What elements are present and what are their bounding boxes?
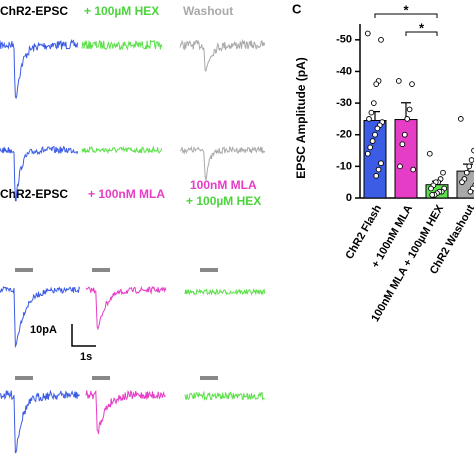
trace (184, 287, 266, 297)
stim-bar (15, 376, 33, 380)
trace (0, 389, 81, 454)
significance-label: * (403, 2, 409, 17)
data-point (367, 144, 374, 151)
label: Washout (183, 4, 233, 18)
data-point (429, 191, 436, 198)
panel-label: C (292, 1, 302, 16)
trace (0, 38, 79, 100)
data-point (457, 116, 464, 122)
data-point (426, 150, 433, 157)
y-tick-label: -40 (336, 65, 352, 77)
data-point (364, 150, 371, 157)
stim-bar (92, 268, 110, 272)
data-point (374, 125, 381, 132)
trace (179, 145, 266, 181)
label: 100nM MLA (190, 178, 257, 192)
label: + 100µM HEX (84, 4, 159, 18)
trace (0, 285, 81, 349)
stim-bar (15, 268, 33, 272)
trace (85, 389, 166, 435)
significance-bracket (405, 31, 438, 36)
data-point (409, 81, 415, 87)
data-point (404, 116, 411, 122)
data-point (372, 131, 378, 138)
data-point (467, 188, 474, 195)
data-point (468, 157, 474, 163)
data-point (428, 185, 434, 192)
data-point (401, 131, 408, 138)
trace (85, 285, 167, 331)
data-point (370, 100, 377, 106)
stim-bar (92, 376, 110, 380)
y-tick-label: -30 (336, 97, 352, 109)
scale-bar (71, 324, 96, 347)
data-point (399, 141, 406, 148)
trace (179, 38, 266, 72)
data-point (375, 166, 382, 173)
data-point (397, 163, 403, 170)
data-point (369, 138, 376, 144)
data-point (463, 169, 470, 176)
data-point (373, 173, 380, 179)
data-point (378, 36, 384, 43)
trace (81, 39, 163, 51)
trace (184, 390, 266, 401)
stim-bar (200, 376, 218, 380)
trace (0, 145, 79, 202)
data-point (459, 179, 465, 186)
label: + 100nM MLA (88, 187, 165, 201)
data-point (395, 78, 402, 84)
scale-label: 1s (80, 351, 92, 363)
label: + 100µM HEX (186, 194, 261, 208)
data-point (466, 163, 473, 170)
y-tick-label: -50 (336, 34, 352, 46)
data-point (368, 109, 375, 116)
label: ChR2-EPSC (0, 187, 68, 201)
trace (81, 145, 163, 155)
data-point (440, 169, 446, 176)
significance-bracket (374, 13, 438, 18)
y-axis-label: EPSC Amplitude (pA) (294, 57, 308, 179)
significance-label: * (419, 20, 425, 35)
traces (0, 38, 266, 454)
data-point (406, 106, 413, 113)
label: ChR2-EPSC (0, 4, 68, 18)
bar (394, 119, 418, 199)
data-point (410, 166, 417, 173)
data-point (378, 160, 384, 167)
data-point (366, 116, 372, 122)
y-tick-label: -10 (336, 160, 352, 172)
data-point (373, 81, 380, 87)
data-point (364, 30, 371, 37)
scale-label: 10pA (30, 324, 57, 336)
stim-bar (200, 268, 218, 272)
y-tick-label: -20 (336, 129, 352, 141)
y-tick-label: 0 (346, 192, 352, 204)
data-point (471, 147, 474, 154)
